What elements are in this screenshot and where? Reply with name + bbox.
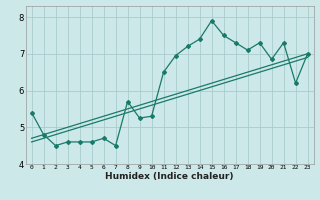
X-axis label: Humidex (Indice chaleur): Humidex (Indice chaleur) bbox=[105, 172, 234, 181]
